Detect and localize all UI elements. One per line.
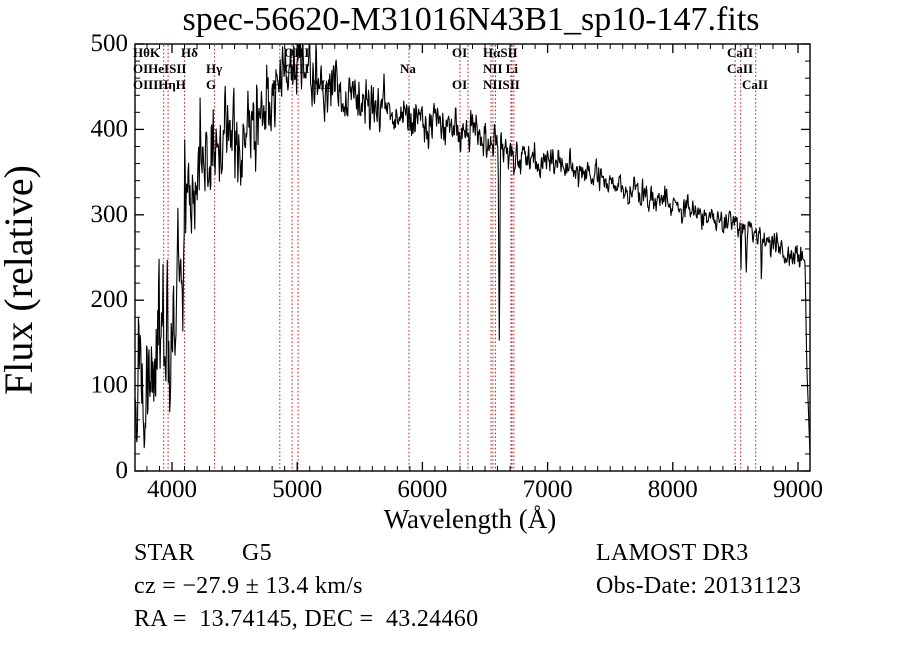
svg-text:STAR: STAR xyxy=(134,540,195,566)
svg-text:CaII: CaII xyxy=(727,45,753,60)
svg-text:HθK: HθK xyxy=(133,45,161,60)
svg-text:Flux (relative): Flux (relative) xyxy=(0,165,41,395)
svg-text:CaII: CaII xyxy=(742,77,768,92)
svg-text:G: G xyxy=(206,77,216,92)
svg-text:OIHeISII: OIHeISII xyxy=(133,61,186,76)
svg-text:spec-56620-M31016N43B1_sp10-14: spec-56620-M31016N43B1_sp10-147.fits xyxy=(182,1,759,38)
svg-text:LAMOST DR3: LAMOST DR3 xyxy=(596,540,749,566)
svg-text:0: 0 xyxy=(116,457,129,484)
svg-text:HαSII: HαSII xyxy=(483,45,518,60)
svg-text:9000: 9000 xyxy=(773,476,823,503)
svg-text:OI: OI xyxy=(452,77,467,92)
svg-text:Na: Na xyxy=(400,61,416,76)
svg-text:NIISII: NIISII xyxy=(483,77,520,92)
svg-text:8000: 8000 xyxy=(648,476,698,503)
svg-text:Mg: Mg xyxy=(313,77,332,92)
svg-text:NII Li: NII Li xyxy=(483,61,518,76)
svg-text:7000: 7000 xyxy=(523,476,573,503)
svg-text:Wavelength (Å): Wavelength (Å) xyxy=(384,504,557,534)
svg-text:Hγ: Hγ xyxy=(206,61,222,76)
svg-text:Obs-Date: 20131123: Obs-Date: 20131123 xyxy=(596,573,801,599)
svg-text:100: 100 xyxy=(91,372,129,399)
svg-text:5000: 5000 xyxy=(272,476,322,503)
svg-text:OIII: OIII xyxy=(284,61,309,76)
svg-text:Hδ: Hδ xyxy=(181,45,198,60)
svg-text:OIII: OIII xyxy=(284,45,309,60)
svg-text:cz = −27.9 ± 13.4 km/s: cz = −27.9 ± 13.4 km/s xyxy=(134,573,363,599)
svg-text:H: H xyxy=(272,77,282,92)
svg-text:400: 400 xyxy=(91,115,129,142)
svg-text:OI: OI xyxy=(452,45,467,60)
svg-text:6000: 6000 xyxy=(397,476,447,503)
svg-text:4000: 4000 xyxy=(147,476,197,503)
svg-text:RA = 13.74145, DEC = 43.2446: RA = 13.74145, DEC = 43.24460 xyxy=(134,606,478,632)
svg-text:500: 500 xyxy=(91,30,129,57)
svg-text:200: 200 xyxy=(91,286,129,313)
svg-text:300: 300 xyxy=(91,201,129,228)
svg-text:OIIIHηH: OIIIHηH xyxy=(133,77,186,92)
svg-text:CaII: CaII xyxy=(727,61,753,76)
svg-text:G5: G5 xyxy=(242,540,272,566)
